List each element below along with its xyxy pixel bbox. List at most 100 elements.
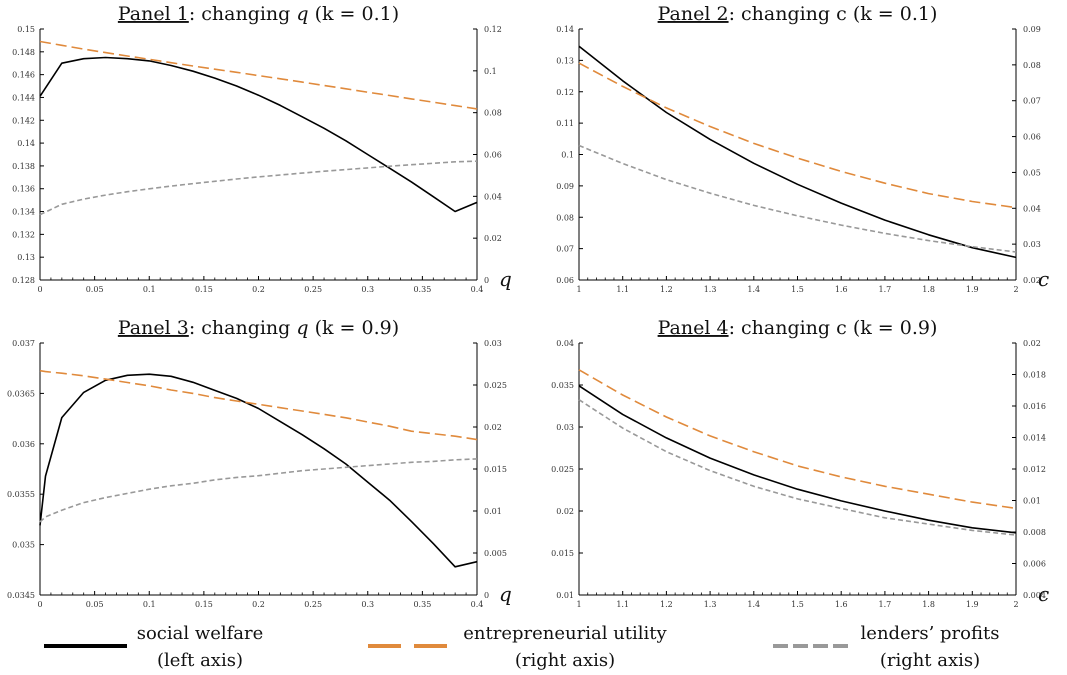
title-k: (k = 0.9) xyxy=(853,317,938,339)
panel-label: Panel 3 xyxy=(118,317,189,339)
x-tick-label: 1.5 xyxy=(791,285,804,294)
series-line-entre xyxy=(39,40,478,110)
series-line-welfare xyxy=(578,385,1017,534)
x-tick-label: 0.3 xyxy=(361,600,374,609)
y-right-tick-label: 0.03 xyxy=(484,339,502,348)
chart-panel-4: 1 1.1 1.2 1.3 1.4 1.5 1.6 1.7 1.8 1.9 2 0.01 0.015 0.… xyxy=(551,317,1049,609)
x-tick-label: 0.4 xyxy=(471,600,484,609)
chart-panel-1: 0 0.05 0.1 0.15 0.2 0.25 0.3 0.35 0.4 0.128 0.13 0.… xyxy=(12,3,512,294)
y-right-tick-label: 0 xyxy=(484,276,489,285)
x-tick-label: 0.05 xyxy=(86,600,104,609)
y-right-tick-label: 0.12 xyxy=(484,25,502,34)
y-right-tick-label: 0.01 xyxy=(484,507,502,516)
x-tick-label: 1.2 xyxy=(660,600,673,609)
x-tick-label: 1.3 xyxy=(704,285,717,294)
y-left-tick-label: 0.132 xyxy=(12,230,35,239)
y-left-tick-label: 0.148 xyxy=(12,48,35,57)
x-tick-label: 0.25 xyxy=(304,600,322,609)
y-left-tick-label: 0.15 xyxy=(17,25,35,34)
y-right-tick-label: 0.014 xyxy=(1023,434,1046,443)
x-tick-label: 1.2 xyxy=(660,285,673,294)
y-right-tick-label: 0.08 xyxy=(1023,61,1041,70)
title-text: : changing xyxy=(189,3,297,25)
y-right-tick-label: 0.016 xyxy=(1023,402,1046,411)
y-left-tick-label: 0.144 xyxy=(12,93,35,102)
x-tick-label: 0.3 xyxy=(361,285,374,294)
y-left-tick-label: 0.0365 xyxy=(7,389,35,398)
x-tick-label: 1.9 xyxy=(966,285,979,294)
panel-label: Panel 2 xyxy=(658,3,729,25)
x-axis-label: c xyxy=(1038,267,1049,291)
x-tick-label: 2 xyxy=(1013,285,1018,294)
x-tick-label: 1.5 xyxy=(791,600,804,609)
x-tick-label: 1 xyxy=(576,285,581,294)
panel-label: Panel 4 xyxy=(658,317,729,339)
x-tick-label: 1.4 xyxy=(747,600,760,609)
x-tick-label: 1.8 xyxy=(922,600,935,609)
y-left-tick-label: 0.015 xyxy=(551,549,574,558)
y-right-tick-label: 0.004 xyxy=(1023,591,1046,600)
y-left-tick-label: 0.142 xyxy=(12,116,35,125)
y-left-tick-label: 0.136 xyxy=(12,185,35,194)
y-right-tick-label: 0.08 xyxy=(484,109,502,118)
x-axis-label: q xyxy=(499,267,512,291)
series-line-entre xyxy=(578,369,1017,510)
x-tick-label: 0.4 xyxy=(471,285,484,294)
y-left-tick-label: 0.138 xyxy=(12,162,35,171)
y-left-tick-label: 0.1 xyxy=(561,151,574,160)
y-right-tick-label: 0.018 xyxy=(1023,371,1046,380)
y-right-tick-label: 0.03 xyxy=(1023,240,1041,249)
chart-panel-3: 0 0.05 0.1 0.15 0.2 0.25 0.3 0.35 0.4 0.0345 0.035… xyxy=(7,317,512,609)
chart-panel-2: 1 1.1 1.2 1.3 1.4 1.5 1.6 1.7 1.8 1.9 2 0.06 0.07 0.0… xyxy=(556,3,1049,294)
y-right-tick-label: 0.02 xyxy=(1023,276,1041,285)
y-left-tick-label: 0.128 xyxy=(12,276,35,285)
y-left-tick-label: 0.14 xyxy=(17,139,35,148)
y-right-tick-label: 0.005 xyxy=(484,549,507,558)
x-tick-label: 1.8 xyxy=(922,285,935,294)
y-left-tick-label: 0.02 xyxy=(556,507,574,516)
title-variable: q xyxy=(296,317,314,339)
y-right-tick-label: 0.04 xyxy=(484,192,502,201)
x-tick-label: 1 xyxy=(576,600,581,609)
chart-title: Panel 4: changing c (k = 0.9) xyxy=(658,317,938,339)
y-left-tick-label: 0.036 xyxy=(12,440,35,449)
chart-title: Panel 2: changing c (k = 0.1) xyxy=(658,3,938,25)
y-left-tick-label: 0.134 xyxy=(12,208,35,217)
y-left-tick-label: 0.037 xyxy=(12,339,35,348)
x-tick-label: 0.1 xyxy=(143,600,156,609)
series-line-welfare xyxy=(39,56,478,213)
y-left-tick-label: 0.146 xyxy=(12,71,35,80)
x-tick-label: 0.15 xyxy=(195,600,213,609)
chart-title: Panel 1: changing q (k = 0.1) xyxy=(118,3,399,25)
y-right-tick-label: 0.04 xyxy=(1023,204,1041,213)
panel-label: Panel 1 xyxy=(118,3,189,25)
series-line-welfare xyxy=(39,373,478,568)
y-left-tick-label: 0.08 xyxy=(556,213,574,222)
y-right-tick-label: 0.06 xyxy=(1023,133,1041,142)
series-line-entre xyxy=(578,62,1017,209)
y-left-tick-label: 0.035 xyxy=(12,541,35,550)
x-tick-label: 1.7 xyxy=(879,600,892,609)
y-right-tick-label: 0.02 xyxy=(1023,339,1041,348)
y-left-tick-label: 0.14 xyxy=(556,25,574,34)
x-tick-label: 1.9 xyxy=(966,600,979,609)
x-tick-label: 0.1 xyxy=(143,285,156,294)
x-tick-label: 0.15 xyxy=(195,285,213,294)
y-right-tick-label: 0.02 xyxy=(484,423,502,432)
title-text: : changing c xyxy=(729,3,853,25)
y-left-tick-label: 0.13 xyxy=(17,253,35,262)
y-left-tick-label: 0.01 xyxy=(556,591,574,600)
x-tick-label: 0 xyxy=(37,285,42,294)
legend-label-welfare: social welfare xyxy=(137,623,264,644)
title-text: : changing c xyxy=(729,317,853,339)
y-right-tick-label: 0.09 xyxy=(1023,25,1041,34)
x-axis-label: c xyxy=(1038,582,1049,606)
y-left-tick-label: 0.04 xyxy=(556,339,574,348)
x-tick-label: 1.7 xyxy=(879,285,892,294)
series-line-lenders xyxy=(578,144,1017,253)
y-right-tick-label: 0.012 xyxy=(1023,465,1046,474)
series-line-entre xyxy=(39,369,478,441)
y-right-tick-label: 0.02 xyxy=(484,234,502,243)
y-left-tick-label: 0.12 xyxy=(556,88,574,97)
